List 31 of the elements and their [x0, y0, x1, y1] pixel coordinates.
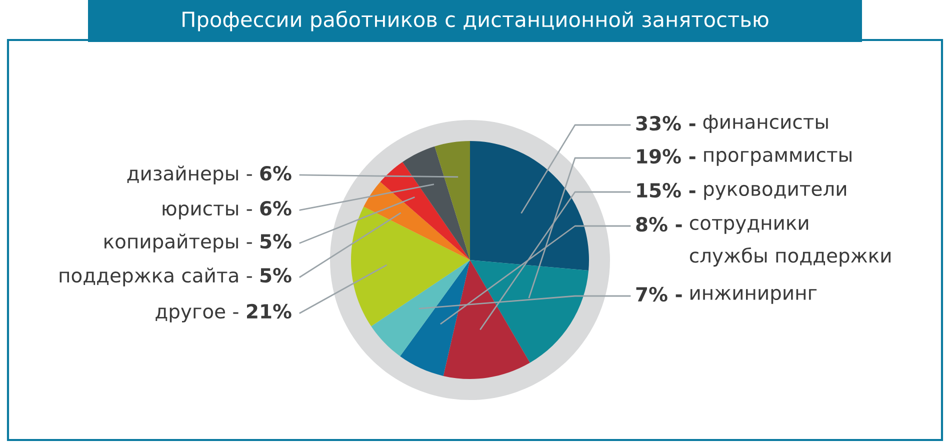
- slice-label: поддержка сайта -: [60, 268, 252, 286]
- slice-label: инжиниринг: [690, 288, 817, 304]
- data-label: 5%: [260, 268, 292, 283]
- slice-label: другое -: [156, 307, 238, 322]
- pie-slice: [380, 162, 470, 260]
- pie-slice: [400, 260, 470, 376]
- data-label: 7% -: [636, 286, 682, 302]
- data-label: 15% -: [637, 182, 696, 198]
- slice-label: сотрудники службы поддержки: [690, 218, 890, 267]
- data-label: 21%: [246, 304, 292, 319]
- pie-slice: [371, 260, 470, 356]
- pie-slice: [351, 206, 470, 326]
- pie-slice: [434, 141, 470, 260]
- data-label: 5%: [260, 234, 292, 249]
- slice-label: программисты: [704, 150, 852, 166]
- data-label: 33% -: [636, 116, 696, 131]
- pie-slice: [470, 141, 589, 270]
- pie-slice: [402, 146, 470, 260]
- pie-slice: [443, 260, 530, 379]
- pie-slice: [364, 182, 470, 260]
- slice-label: финансисты: [703, 114, 828, 133]
- data-label: 6%: [260, 200, 292, 216]
- data-label: 6%: [260, 166, 292, 181]
- slice-label: руководители: [704, 184, 846, 200]
- slice-label: юристы -: [162, 204, 252, 220]
- slice-label: дизайнеры -: [127, 166, 252, 184]
- data-label: 8% -: [636, 216, 682, 232]
- slice-label: копирайтеры -: [104, 234, 252, 252]
- data-label: 19% -: [637, 148, 696, 164]
- pie-slice: [470, 260, 589, 363]
- chart-title: Профессии работников с дистанционной занятостью: [182, 10, 768, 32]
